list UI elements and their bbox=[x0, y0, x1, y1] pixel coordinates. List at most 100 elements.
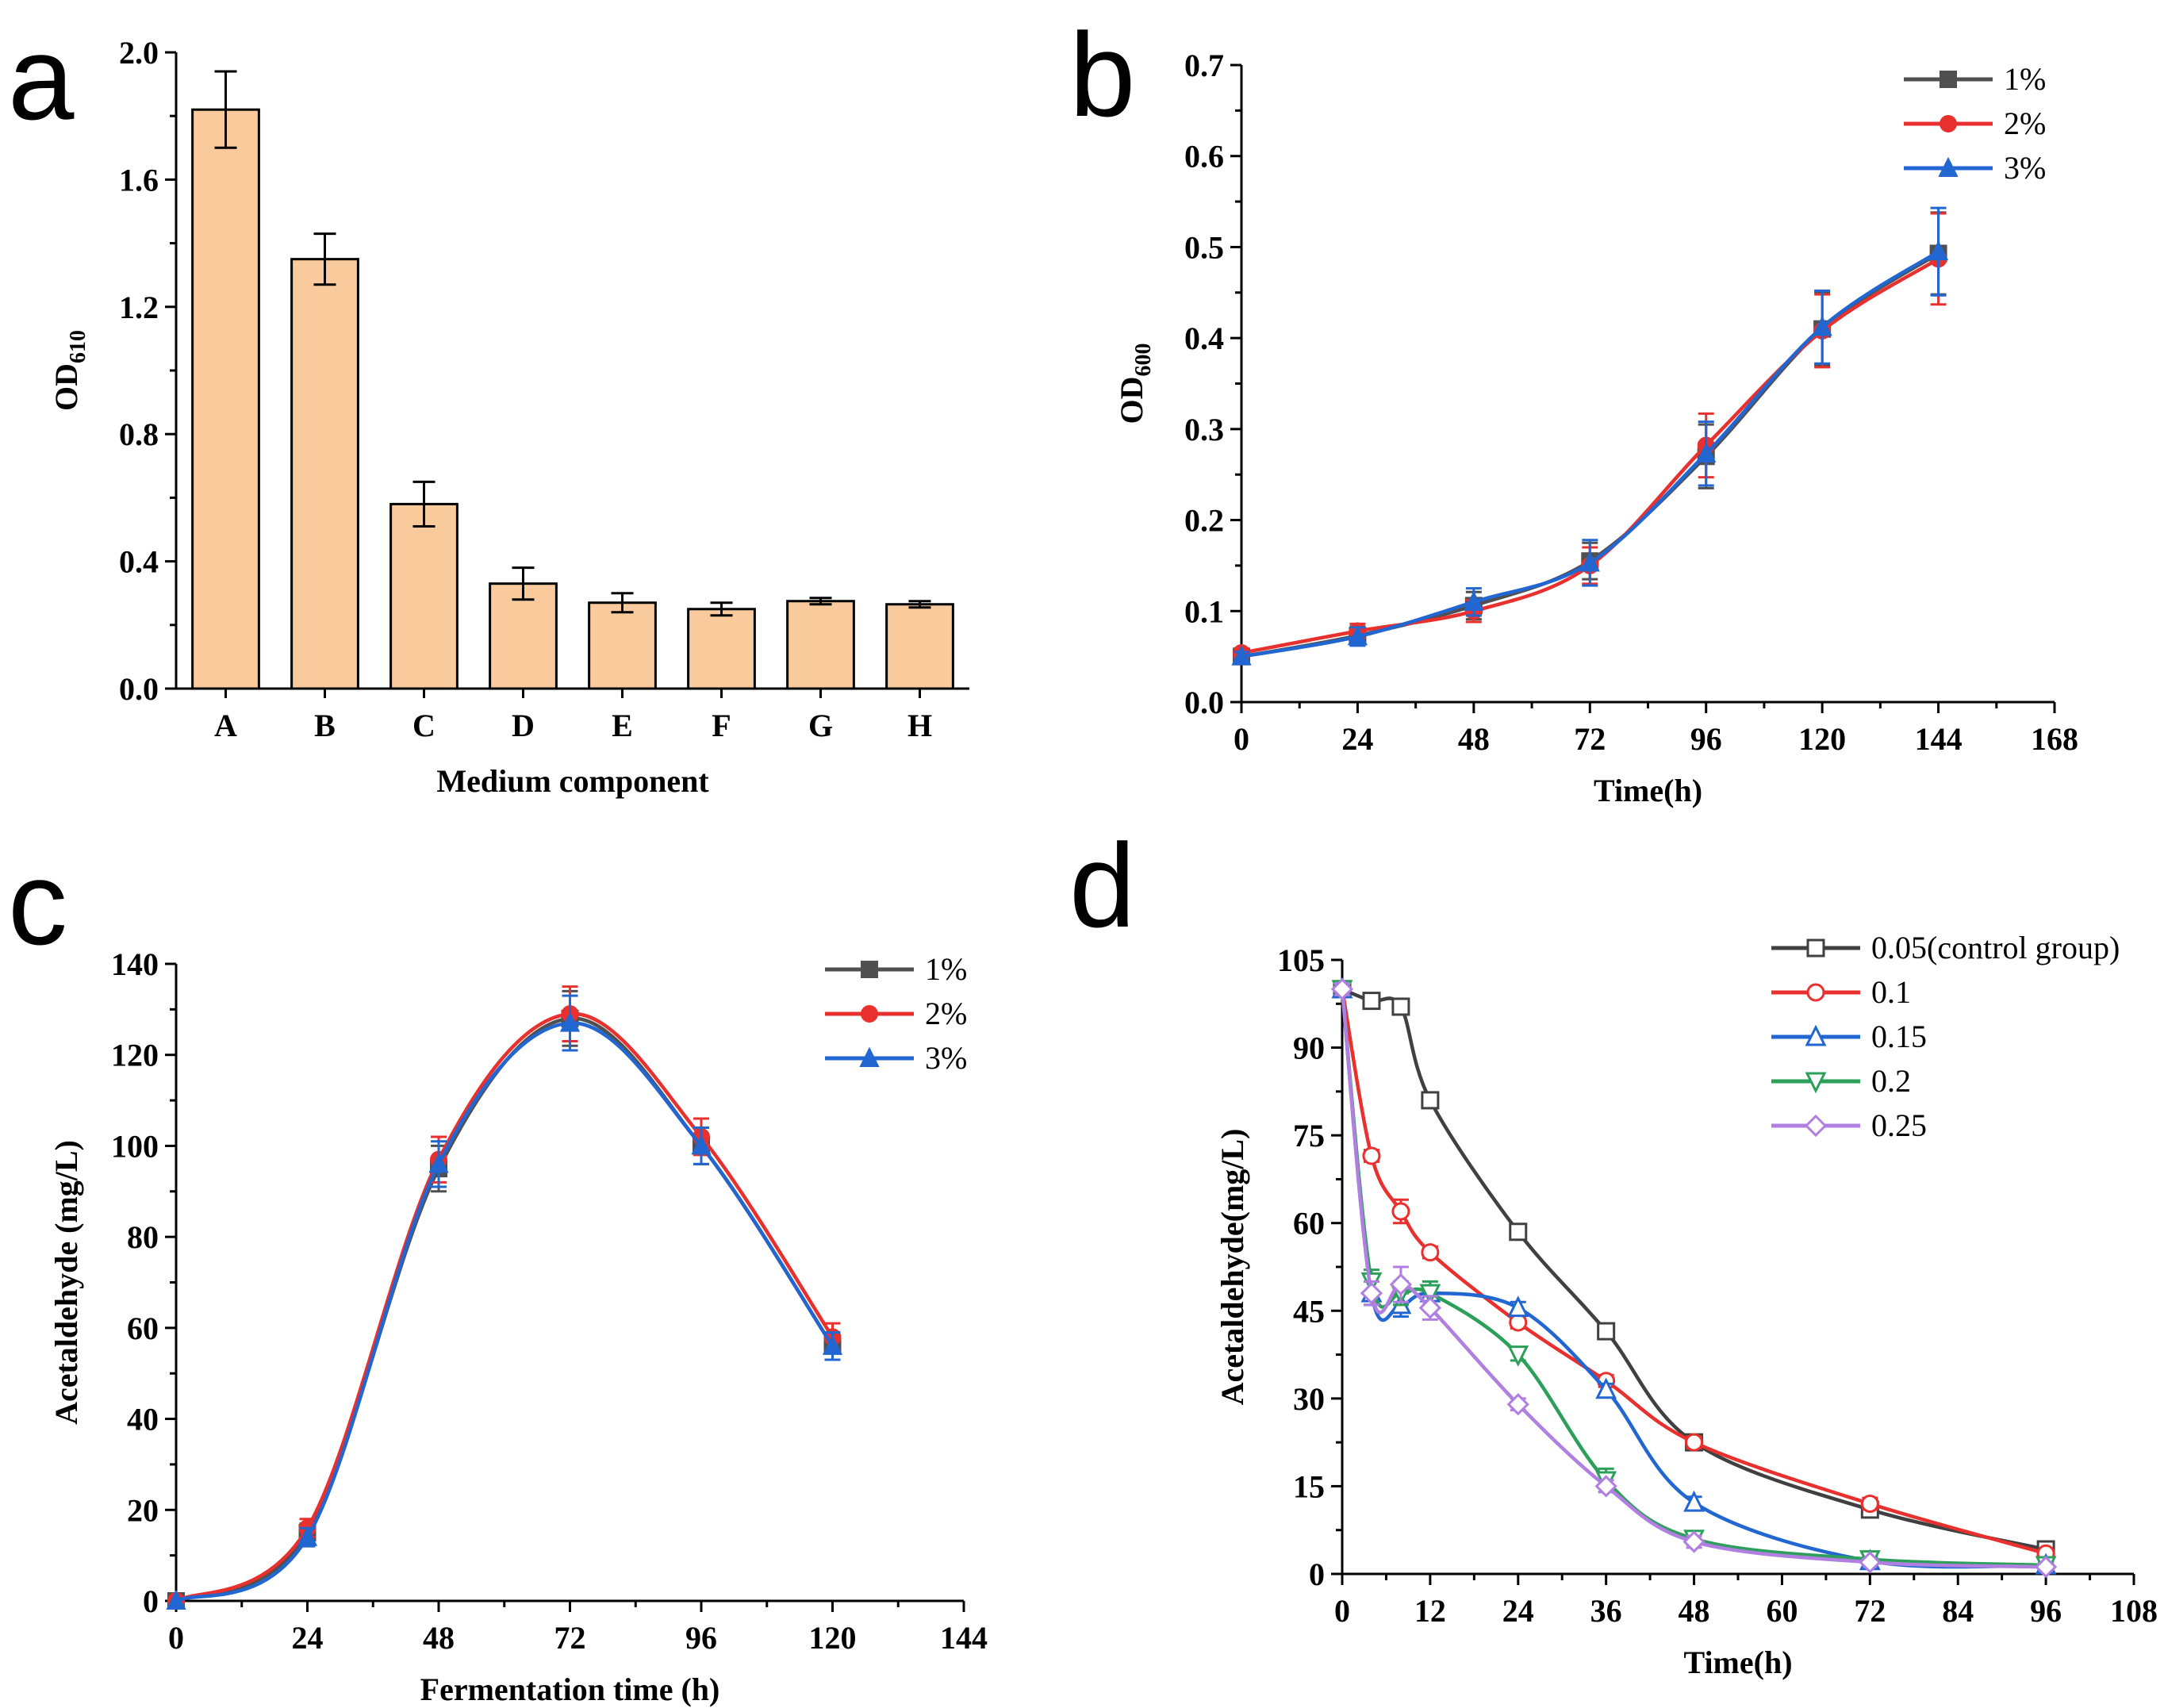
legend-label: 0.05(control group) bbox=[1871, 930, 2120, 965]
data-point bbox=[691, 1134, 712, 1155]
data-point bbox=[297, 1526, 318, 1546]
legend-swatch-marker bbox=[1940, 115, 1957, 132]
y-tick-label: 75 bbox=[1293, 1118, 1325, 1153]
data-point bbox=[559, 1011, 581, 1032]
x-tick-label: 36 bbox=[1590, 1593, 1622, 1629]
data-point bbox=[1594, 1475, 1617, 1498]
x-tick-label: F bbox=[712, 708, 731, 743]
x-tick-label: 84 bbox=[1942, 1593, 1974, 1629]
series-3% bbox=[166, 994, 843, 1610]
x-tick-label: 168 bbox=[2031, 721, 2078, 757]
legend-swatch-marker bbox=[861, 961, 878, 978]
series-line bbox=[1340, 988, 2047, 1569]
y-tick-label: 0.0 bbox=[119, 671, 159, 707]
data-point bbox=[1231, 645, 1252, 666]
legend-swatch-marker bbox=[1940, 71, 1957, 88]
series-1% bbox=[1233, 211, 1947, 666]
data-point bbox=[1464, 590, 1484, 611]
y-tick-label: 0.2 bbox=[1184, 503, 1224, 539]
y-axis-title: OD600 bbox=[1114, 344, 1156, 424]
y-tick-label: 0.8 bbox=[119, 416, 159, 452]
data-point bbox=[1859, 1551, 1882, 1574]
series-3% bbox=[1231, 206, 1949, 666]
y-tick-label: 1.6 bbox=[119, 162, 159, 198]
y-axis-title: Acetaldehyde(mg/L) bbox=[1214, 1129, 1250, 1406]
x-tick-label: 120 bbox=[1798, 721, 1846, 757]
data-point bbox=[1507, 1345, 1529, 1367]
y-tick-label: 40 bbox=[127, 1402, 159, 1437]
y-tick-label: 105 bbox=[1277, 942, 1325, 978]
bar bbox=[588, 601, 657, 690]
x-tick-label: 24 bbox=[1502, 1593, 1534, 1629]
x-tick-label: 48 bbox=[423, 1620, 455, 1656]
panel-d: d 0 15 30 45 60 75 90 105 0 12 24 36 48 60 72 84 96 108 Tim… bbox=[1069, 819, 2158, 1680]
y-tick-label: 1.2 bbox=[119, 290, 159, 325]
y-tick-label: 20 bbox=[127, 1492, 159, 1528]
data-point bbox=[1391, 1202, 1410, 1221]
x-tick-label: 96 bbox=[2030, 1593, 2062, 1629]
data-point bbox=[1682, 1530, 1705, 1553]
data-point bbox=[1507, 1295, 1529, 1318]
legend-swatch-marker bbox=[1938, 156, 1959, 177]
y-tick-label: 140 bbox=[111, 946, 159, 982]
legend-swatch-marker bbox=[861, 1005, 878, 1023]
x-tick-label: 60 bbox=[1766, 1593, 1798, 1629]
y-tick-label: 0.6 bbox=[1184, 139, 1224, 175]
y-tick-label: 0.7 bbox=[1184, 48, 1224, 83]
y-tick-label: 0.3 bbox=[1184, 412, 1224, 447]
data-point bbox=[1509, 1222, 1528, 1242]
panel-letter: b bbox=[1069, 8, 1135, 141]
data-point bbox=[1685, 1433, 1704, 1452]
x-tick-label: G bbox=[808, 708, 833, 743]
data-point bbox=[166, 1589, 186, 1610]
legend-swatch-marker bbox=[1805, 1072, 1827, 1094]
data-point bbox=[1360, 1282, 1383, 1305]
x-tick-label: 108 bbox=[2110, 1593, 2158, 1629]
y-tick-label: 0.4 bbox=[119, 544, 159, 580]
data-point bbox=[1597, 1322, 1616, 1341]
y-axis-title: OD610 bbox=[48, 330, 90, 411]
legend-swatch-marker bbox=[1805, 1024, 1827, 1046]
data-point bbox=[1421, 1091, 1440, 1110]
legend-swatch-marker bbox=[1804, 1114, 1828, 1138]
data-point bbox=[1595, 1377, 1617, 1399]
data-point bbox=[1362, 1146, 1381, 1165]
panel-b: b 0.0 0.1 0.2 0.3 0.4 0.5 0.6 0.7 0 24 48 72 96 120 144… bbox=[1069, 8, 2078, 808]
x-tick-label: 72 bbox=[1854, 1593, 1886, 1629]
data-point bbox=[1330, 977, 1354, 1000]
y-tick-label: 15 bbox=[1293, 1468, 1325, 1504]
series-line bbox=[1340, 988, 2047, 1568]
legend: 1% 2% 3% bbox=[1904, 61, 2046, 186]
panel-letter: a bbox=[8, 11, 75, 144]
x-tick-label: 144 bbox=[1915, 721, 1963, 757]
panel-letter: d bbox=[1069, 819, 1135, 952]
x-tick-label: 12 bbox=[1414, 1593, 1446, 1629]
y-axis-title-text: Acetaldehyde (mg/L) bbox=[48, 1140, 84, 1425]
y-axis-title-subscript: 610 bbox=[66, 330, 90, 363]
data-point bbox=[1421, 1243, 1440, 1262]
y-tick-label: 120 bbox=[111, 1038, 159, 1073]
x-tick-label: E bbox=[612, 708, 633, 743]
data-point bbox=[1860, 1495, 1879, 1514]
series-line bbox=[1241, 251, 1940, 658]
y-axis-title: Acetaldehyde (mg/L) bbox=[48, 1140, 84, 1425]
bar bbox=[786, 600, 855, 690]
series-line bbox=[1340, 988, 2047, 1569]
data-point bbox=[1389, 1272, 1413, 1296]
x-tick-label: 24 bbox=[292, 1620, 324, 1656]
series-line bbox=[175, 1016, 835, 1603]
legend-label: 2% bbox=[2004, 106, 2046, 141]
data-point bbox=[1696, 442, 1717, 463]
legend-label: 3% bbox=[925, 1040, 967, 1076]
series-0.2 bbox=[1331, 980, 2057, 1578]
x-tick-label: 72 bbox=[1574, 721, 1606, 757]
panel-c: c 0 20 40 60 80 100 120 140 0 24 48 72 96 120 144 Fermen… bbox=[8, 836, 988, 1707]
panel-letter: c bbox=[8, 836, 67, 969]
x-tick-label: C bbox=[412, 708, 435, 743]
y-tick-label: 2.0 bbox=[119, 35, 159, 71]
y-tick-label: 90 bbox=[1293, 1031, 1325, 1066]
series-2% bbox=[167, 985, 842, 1610]
bar bbox=[885, 603, 954, 690]
y-tick-label: 0.1 bbox=[1184, 593, 1224, 629]
series-0.25 bbox=[1330, 977, 2058, 1579]
